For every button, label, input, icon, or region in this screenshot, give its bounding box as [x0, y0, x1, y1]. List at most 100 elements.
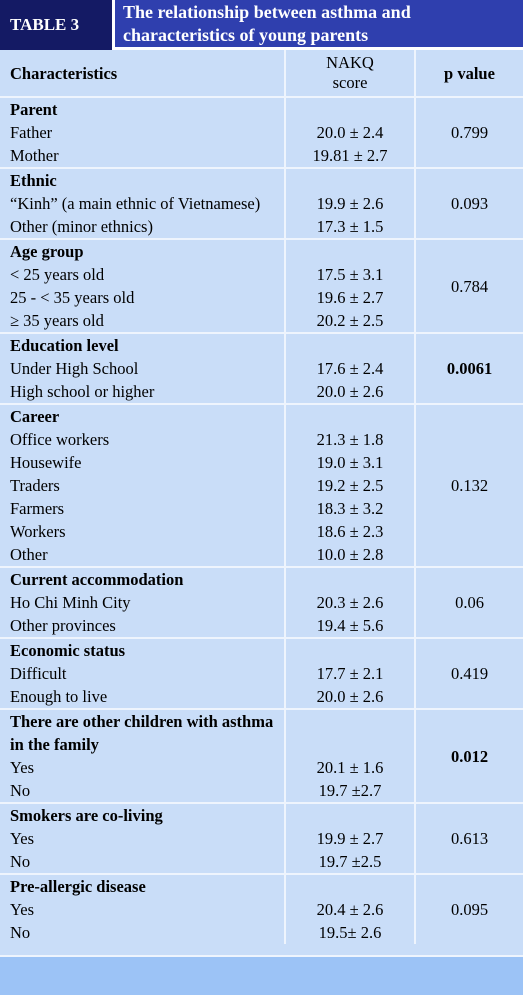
empty-cell — [284, 873, 415, 898]
item-row: Yes 20.4 ± 2.6 — [0, 898, 523, 921]
section-title-row: Pre-allergic disease 0.095 — [0, 873, 523, 944]
score: 19.6 ± 2.7 — [284, 286, 415, 309]
score: 19.7 ±2.5 — [284, 850, 415, 874]
p-value: 0.419 — [414, 637, 523, 709]
p-value: 0.613 — [414, 802, 523, 874]
score: 20.3 ± 2.6 — [284, 591, 415, 614]
section-title-row: Education level 0.0061 — [0, 332, 523, 404]
score: 19.7 ±2.7 — [284, 779, 415, 803]
item-row: No 19.7 ±2.7 — [0, 779, 523, 803]
p-value: 0.0061 — [414, 332, 523, 404]
item-row: Other (minor ethnics) 17.3 ± 1.5 — [0, 215, 523, 239]
empty-cell — [284, 637, 415, 662]
section-title-row: There are other children with asthma in … — [0, 708, 523, 803]
section-title-row: Parent 0.799 — [0, 96, 523, 168]
section-title: Age group — [0, 238, 285, 263]
item-label: Other provinces — [10, 616, 116, 635]
table-title: The relationship between asthma and char… — [112, 0, 523, 50]
item-row: Ho Chi Minh City 20.3 ± 2.6 — [0, 591, 523, 614]
column-header: p value — [414, 50, 523, 98]
item-row: Other 10.0 ± 2.8 — [0, 543, 523, 567]
item-row: Yes 19.9 ± 2.7 — [0, 827, 523, 850]
section-title-row: Current accommodation 0.06 — [0, 566, 523, 638]
score: 19.0 ± 3.1 — [284, 451, 415, 474]
item-row: < 25 years old 17.5 ± 3.1 — [0, 263, 523, 286]
score: 21.3 ± 1.8 — [284, 428, 415, 451]
section-title: Pre-allergic disease — [0, 873, 285, 898]
item-row: “Kinh” (a main ethnic of Vietnamese) 19.9… — [0, 192, 523, 215]
empty-cell — [284, 332, 415, 357]
score: 17.6 ± 2.4 — [284, 357, 415, 380]
item-label: Father — [10, 123, 53, 142]
item-row: Housewife 19.0 ± 3.1 — [0, 451, 523, 474]
section-title: Parent — [0, 96, 285, 121]
item-label: High school or higher — [10, 382, 155, 401]
p-value: 0.132 — [414, 403, 523, 567]
item-label: Other (minor ethnics) — [10, 217, 153, 236]
score: 20.0 ± 2.6 — [284, 380, 415, 404]
item-label: No — [10, 852, 31, 871]
score: 19.81 ± 2.7 — [284, 144, 415, 168]
table-header: TABLE 3 The relationship between asthma … — [0, 0, 523, 50]
section-title: Education level — [0, 332, 285, 357]
item-label: No — [10, 923, 31, 942]
item-label: ≥ 35 years old — [10, 311, 104, 330]
item-row: Difficult 17.7 ± 2.1 — [0, 662, 523, 685]
score: 18.3 ± 3.2 — [284, 497, 415, 520]
empty-cell — [284, 403, 415, 428]
p-value: 0.799 — [414, 96, 523, 168]
section-title: Economic status — [0, 637, 285, 662]
section-title-row: Age group 0.784 — [0, 238, 523, 333]
empty-cell — [284, 802, 415, 827]
item-label: < 25 years old — [10, 265, 105, 284]
footer-bar — [0, 955, 523, 995]
item-label: Mother — [10, 146, 59, 165]
item-row: Mother 19.81 ± 2.7 — [0, 144, 523, 168]
column-header: Characteristics — [0, 50, 285, 98]
item-label: Ho Chi Minh City — [10, 593, 131, 612]
section-title-row: Career 0.132 — [0, 403, 523, 567]
item-label: Housewife — [10, 453, 82, 472]
score: 20.4 ± 2.6 — [284, 898, 415, 921]
item-row: Farmers 18.3 ± 3.2 — [0, 497, 523, 520]
item-row: Yes 20.1 ± 1.6 — [0, 756, 523, 779]
item-row: Other provinces 19.4 ± 5.6 — [0, 614, 523, 638]
item-row: High school or higher 20.0 ± 2.6 — [0, 380, 523, 404]
score: 20.0 ± 2.4 — [284, 121, 415, 144]
score: 20.1 ± 1.6 — [284, 756, 415, 779]
item-row: 25 - < 35 years old 19.6 ± 2.7 — [0, 286, 523, 309]
score: 17.3 ± 1.5 — [284, 215, 415, 239]
p-value: 0.095 — [414, 873, 523, 944]
empty-cell — [284, 96, 415, 121]
section-title-row: Smokers are co-living 0.613 — [0, 802, 523, 874]
item-row: ≥ 35 years old 20.2 ± 2.5 — [0, 309, 523, 333]
item-label: Enough to live — [10, 687, 108, 706]
item-label: Traders — [10, 476, 60, 495]
item-label: Office workers — [10, 430, 110, 449]
item-row: Father 20.0 ± 2.4 — [0, 121, 523, 144]
item-label: Under High School — [10, 359, 139, 378]
item-label: 25 - < 35 years old — [10, 288, 135, 307]
item-label: Other — [10, 545, 48, 564]
score: 19.4 ± 5.6 — [284, 614, 415, 638]
item-label: No — [10, 781, 31, 800]
score: 18.6 ± 2.3 — [284, 520, 415, 543]
item-label: Yes — [10, 829, 35, 848]
item-row: No 19.7 ±2.5 — [0, 850, 523, 874]
score: 19.9 ± 2.7 — [284, 827, 415, 850]
p-value: 0.784 — [414, 238, 523, 333]
data-table: Characteristics NAKQ score p value Parent 0.… — [0, 50, 523, 944]
score: 19.9 ± 2.6 — [284, 192, 415, 215]
item-row: Enough to live 20.0 ± 2.6 — [0, 685, 523, 709]
score: 17.5 ± 3.1 — [284, 263, 415, 286]
score: 19.5± 2.6 — [284, 921, 415, 944]
section-title: Ethnic — [0, 167, 285, 192]
score: 10.0 ± 2.8 — [284, 543, 415, 567]
item-label: Difficult — [10, 664, 67, 683]
item-label: Yes — [10, 900, 35, 919]
item-label: “Kinh” (a main ethnic of Vietnamese) — [10, 194, 261, 213]
p-value: 0.06 — [414, 566, 523, 638]
item-row: Office workers 21.3 ± 1.8 — [0, 428, 523, 451]
section-title: Career — [0, 403, 285, 428]
score: 17.7 ± 2.1 — [284, 662, 415, 685]
